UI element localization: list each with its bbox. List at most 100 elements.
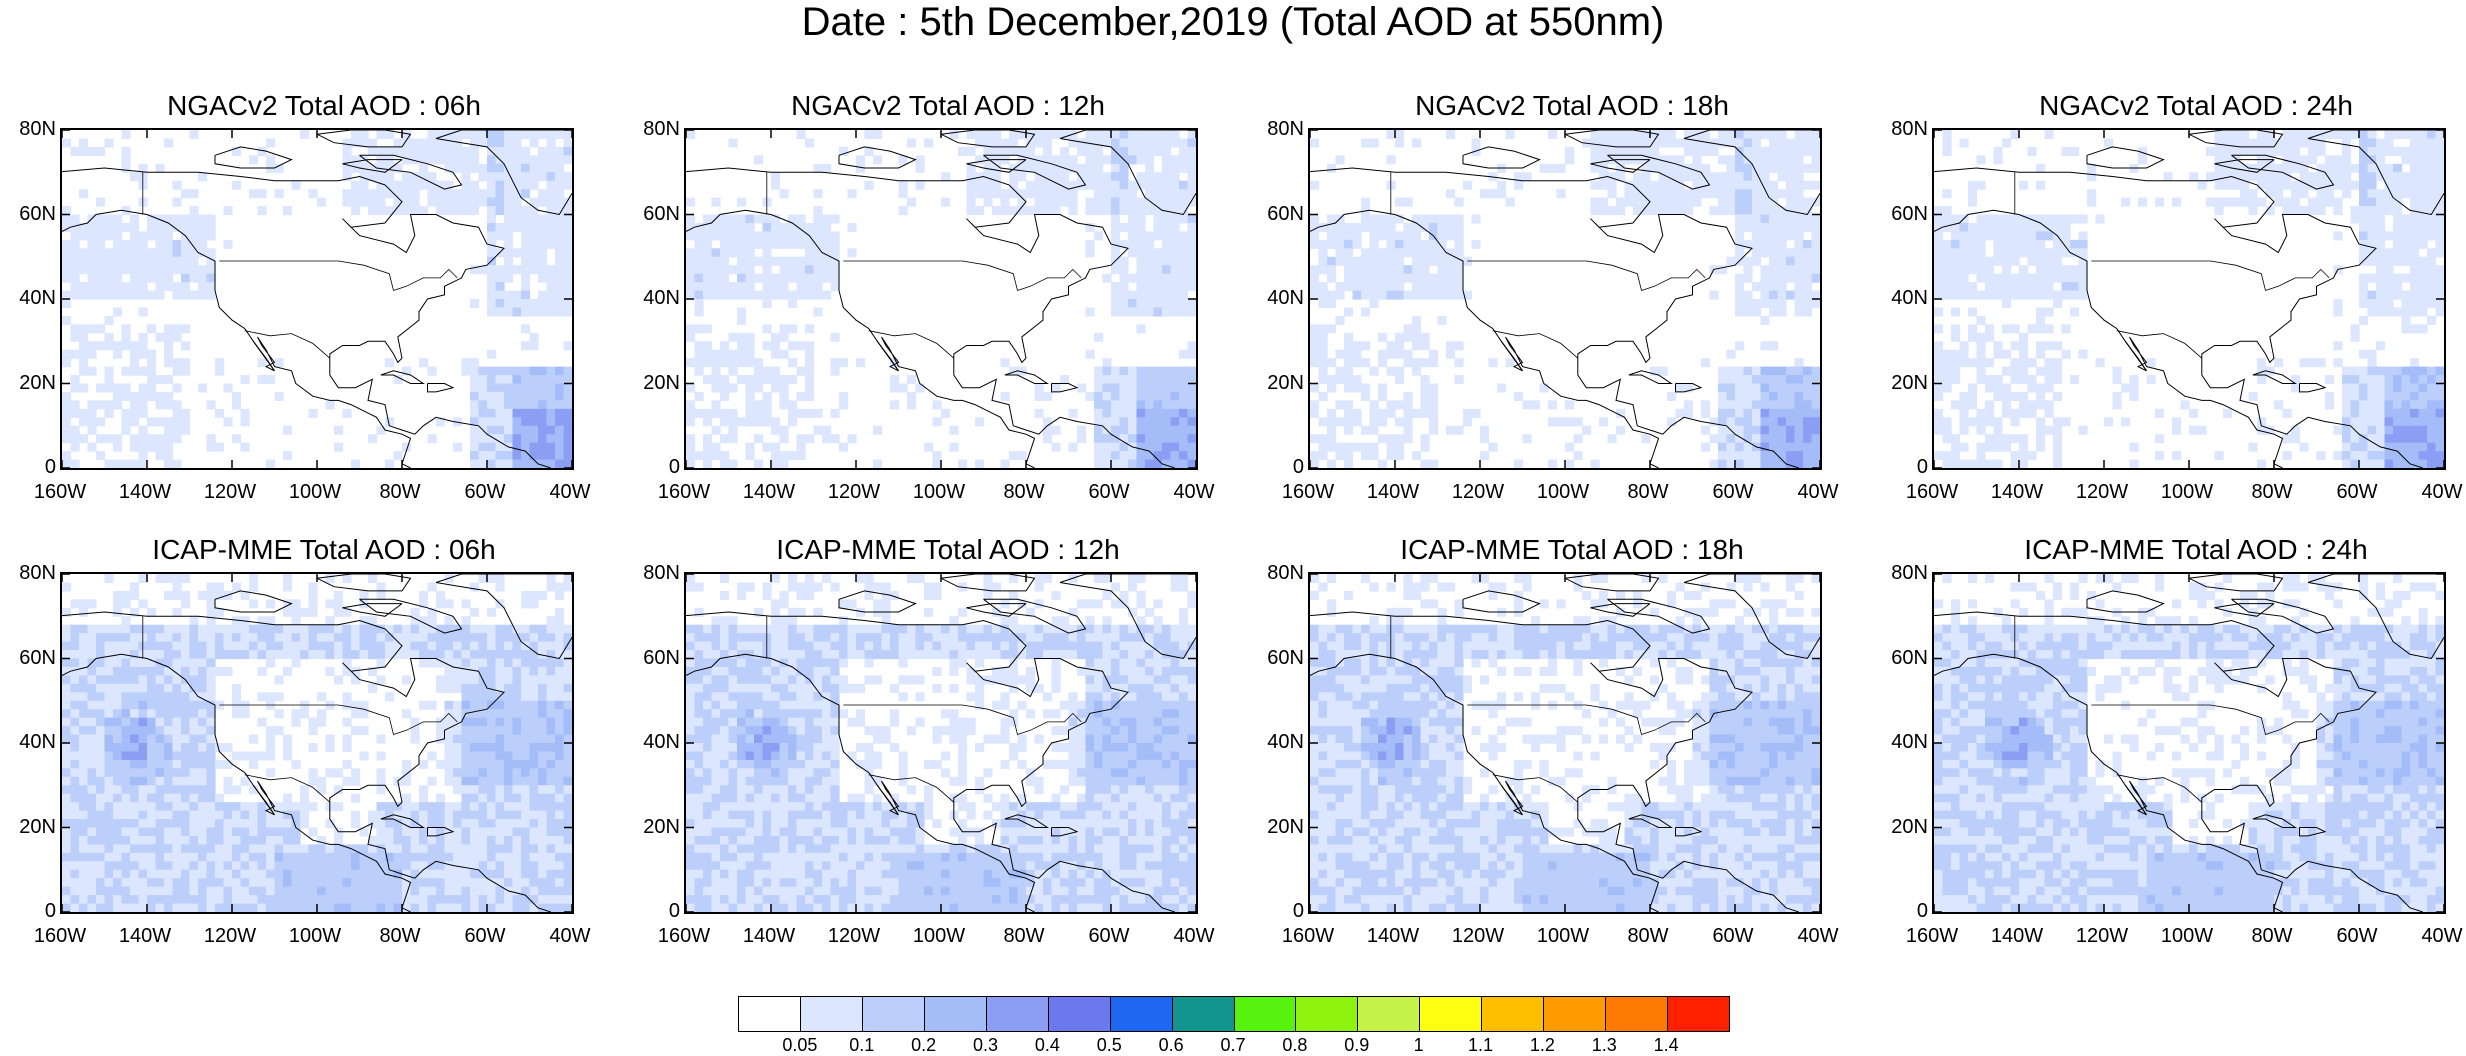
aod-map <box>1932 128 2446 470</box>
lat-label: 80N <box>643 562 680 584</box>
lon-label: 100W <box>288 925 342 947</box>
coastline <box>686 611 1175 912</box>
colorbar-swatch <box>1482 997 1545 1031</box>
lon-label: 40W <box>1173 481 1215 503</box>
lat-label: 0 <box>668 456 680 478</box>
coastline <box>966 159 1027 173</box>
lat-label: 80N <box>1267 562 1304 584</box>
coastline <box>1683 574 1820 660</box>
lat-label: 20N <box>19 815 56 838</box>
coastline <box>342 603 403 617</box>
coastline <box>1675 383 1703 393</box>
lat-label: 0 <box>44 900 56 922</box>
lon-label: 100W <box>912 925 966 947</box>
coastline <box>1683 130 1820 216</box>
coastline <box>1934 611 2423 912</box>
aod-map <box>684 128 1198 470</box>
coastline <box>2231 154 2335 190</box>
lat-label: 60N <box>19 202 56 225</box>
lon-label: 140W <box>1990 481 2044 503</box>
lon-label: 120W <box>203 925 257 947</box>
lon-label: 140W <box>1366 925 1420 947</box>
lat-label: 80N <box>19 118 56 140</box>
coastline <box>1051 827 1079 837</box>
panel-title: ICAP-MME Total AOD : 06h <box>152 534 496 565</box>
colorbar-label: 0.6 <box>1158 1035 1184 1055</box>
colorbar-swatch <box>1606 997 1669 1031</box>
aod-field <box>1310 130 1820 468</box>
colorbar-swatch <box>1296 997 1359 1031</box>
colorbar-label: 1 <box>1413 1035 1424 1055</box>
colorbar-label: 0.05 <box>782 1035 818 1055</box>
lat-label: 20N <box>643 371 680 394</box>
lon-label: 80W <box>2251 925 2293 947</box>
border-line <box>1467 260 1706 292</box>
lon-label: 60W <box>1712 925 1754 947</box>
panel-title: ICAP-MME Total AOD : 24h <box>2024 534 2368 565</box>
coastline <box>940 574 1036 592</box>
coastline <box>983 598 1087 634</box>
coastline <box>1675 827 1703 837</box>
lon-label: 100W <box>1536 481 1590 503</box>
border-line <box>1467 704 1706 736</box>
border-line <box>1492 774 1579 803</box>
aod-cells <box>1310 130 1820 468</box>
coastline <box>1462 590 1541 613</box>
lon-label: 80W <box>1627 481 1669 503</box>
lat-label: 0 <box>668 900 680 922</box>
panel-title: NGACv2 Total AOD : 12h <box>791 90 1105 121</box>
colorbar-label: 0.7 <box>1220 1035 1246 1055</box>
lat-label: 60N <box>643 202 680 225</box>
coastline <box>1059 130 1196 216</box>
lon-label: 80W <box>1627 925 1669 947</box>
lon-label: 100W <box>288 481 342 503</box>
coastline <box>1590 603 1651 617</box>
panel-title: NGACv2 Total AOD : 06h <box>167 90 481 121</box>
lat-label: 40N <box>643 731 680 753</box>
lon-label: 100W <box>912 481 966 503</box>
map-panel: NGACv2 Total AOD : 12h 80N 60N 40N 20N 0 160W 1… <box>643 88 1228 502</box>
lon-label: 120W <box>2075 481 2129 503</box>
colorbar-swatch <box>1172 997 1235 1031</box>
panel-title: NGACv2 Total AOD : 24h <box>2039 90 2353 121</box>
colorbar-label: 1.4 <box>1653 1035 1679 1055</box>
coastline <box>316 574 412 592</box>
lon-label: 160W <box>1905 481 1959 503</box>
coastline <box>983 154 1087 190</box>
coastline <box>1004 814 1049 828</box>
colorbar <box>738 996 1730 1032</box>
colorbar-label: 1.1 <box>1467 1035 1494 1055</box>
coastline <box>435 574 572 660</box>
lat-label: 80N <box>19 562 56 584</box>
lat-label: 40N <box>19 287 56 309</box>
colorbar-label: 0.2 <box>911 1035 937 1055</box>
lon-label: 40W <box>2421 481 2463 503</box>
panel-title: ICAP-MME Total AOD : 18h <box>1400 534 1744 565</box>
border-line <box>843 260 1082 292</box>
border-line <box>244 774 331 803</box>
aod-field <box>62 574 572 912</box>
lat-label: 60N <box>19 646 56 669</box>
lat-label: 60N <box>1267 646 1304 669</box>
aod-map <box>1932 572 2446 914</box>
coastline <box>1310 167 1799 468</box>
lat-label: 0 <box>1292 456 1304 478</box>
aod-cells <box>62 130 572 468</box>
lon-label: 140W <box>118 481 172 503</box>
coastline <box>2307 130 2444 216</box>
lon-label: 40W <box>549 481 591 503</box>
coastline <box>2086 146 2165 169</box>
coastline <box>1051 383 1079 393</box>
coastline <box>380 814 425 828</box>
coastline <box>2124 340 2147 372</box>
lon-label: 80W <box>1003 925 1045 947</box>
coastline <box>940 130 1036 148</box>
border-line <box>219 260 458 292</box>
coastline <box>1310 611 1799 912</box>
panel-title: ICAP-MME Total AOD : 12h <box>776 534 1120 565</box>
coastline <box>1607 154 1711 190</box>
lat-label: 20N <box>1267 371 1304 394</box>
aod-cells <box>686 574 1196 912</box>
lat-label: 40N <box>1267 731 1304 753</box>
lat-label: 60N <box>1891 646 1928 669</box>
